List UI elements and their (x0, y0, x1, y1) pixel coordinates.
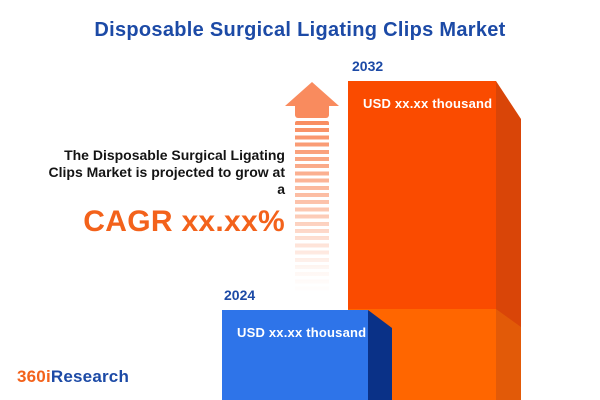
bar-2024-side-face (368, 310, 392, 400)
brand-logo-360i: 360i (17, 367, 51, 386)
bar-2024-value-label: USD xx.xx thousand (237, 325, 367, 340)
arrow-stripes (295, 121, 329, 294)
bar-2024-front-face: USD xx.xx thousand (222, 310, 368, 400)
page-title: Disposable Surgical Ligating Clips Marke… (94, 19, 506, 41)
growth-arrow-icon (285, 82, 339, 294)
projection-line-1: The Disposable Surgical Ligating (64, 147, 285, 163)
bar-2024-overlay-side-face (496, 309, 521, 400)
brand-logo: 360iResearch (17, 367, 129, 387)
projection-text: The Disposable Surgical Ligating Clips M… (18, 147, 286, 238)
bar-2032-value-label: USD xx.xx thousand (363, 96, 493, 111)
cagr-value: CAGR xx.xx% (83, 205, 285, 238)
projection-line-2: Clips Market is projected to grow at (48, 164, 286, 180)
bar-year-label-2024: 2024 (224, 287, 256, 303)
bar-2024: USD xx.xx thousand (222, 310, 392, 400)
brand-logo-research: Research (50, 367, 130, 386)
bar-year-label-2032: 2032 (352, 58, 384, 74)
arrow-neck (295, 97, 329, 118)
projection-line-3: a (277, 181, 285, 197)
